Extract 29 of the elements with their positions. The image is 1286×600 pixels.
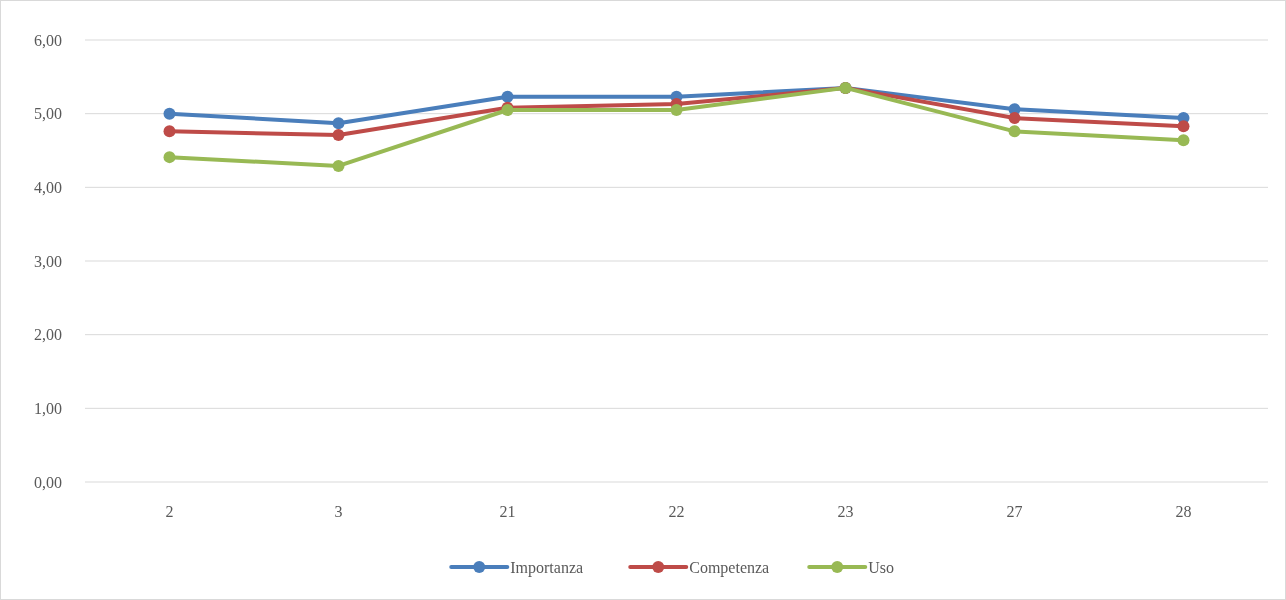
point: [1008, 112, 1021, 125]
x-tick-label: 2: [165, 503, 174, 520]
point: [163, 107, 176, 120]
y-tick-label: 5,00: [34, 105, 62, 123]
x-tick-label: 22: [668, 503, 685, 520]
y-tick-label: 1,00: [34, 399, 62, 417]
point: [670, 103, 683, 116]
y-tick-label: 4,00: [34, 178, 62, 196]
legend-label: Competenza: [689, 558, 770, 577]
y-tick-label: 3,00: [34, 252, 62, 270]
legend-label: Importanza: [510, 558, 584, 577]
y-tick-label: 6,00: [34, 31, 62, 49]
point: [1177, 120, 1190, 133]
y-tick-label: 2,00: [34, 326, 62, 344]
point: [332, 159, 345, 172]
point: [163, 125, 176, 138]
point: [501, 90, 514, 103]
point: [163, 151, 176, 164]
x-tick-label: 28: [1175, 503, 1192, 520]
x-tick-label: 27: [1006, 503, 1023, 520]
legend-label: Uso: [868, 558, 895, 576]
x-tick-label: 23: [837, 503, 854, 520]
point: [1008, 125, 1021, 138]
point: [1177, 134, 1190, 147]
y-tick-label: 0,00: [34, 473, 62, 491]
x-tick-label: 21: [499, 503, 516, 520]
point: [332, 129, 345, 142]
point: [332, 117, 345, 130]
x-tick-label: 3: [334, 503, 343, 520]
